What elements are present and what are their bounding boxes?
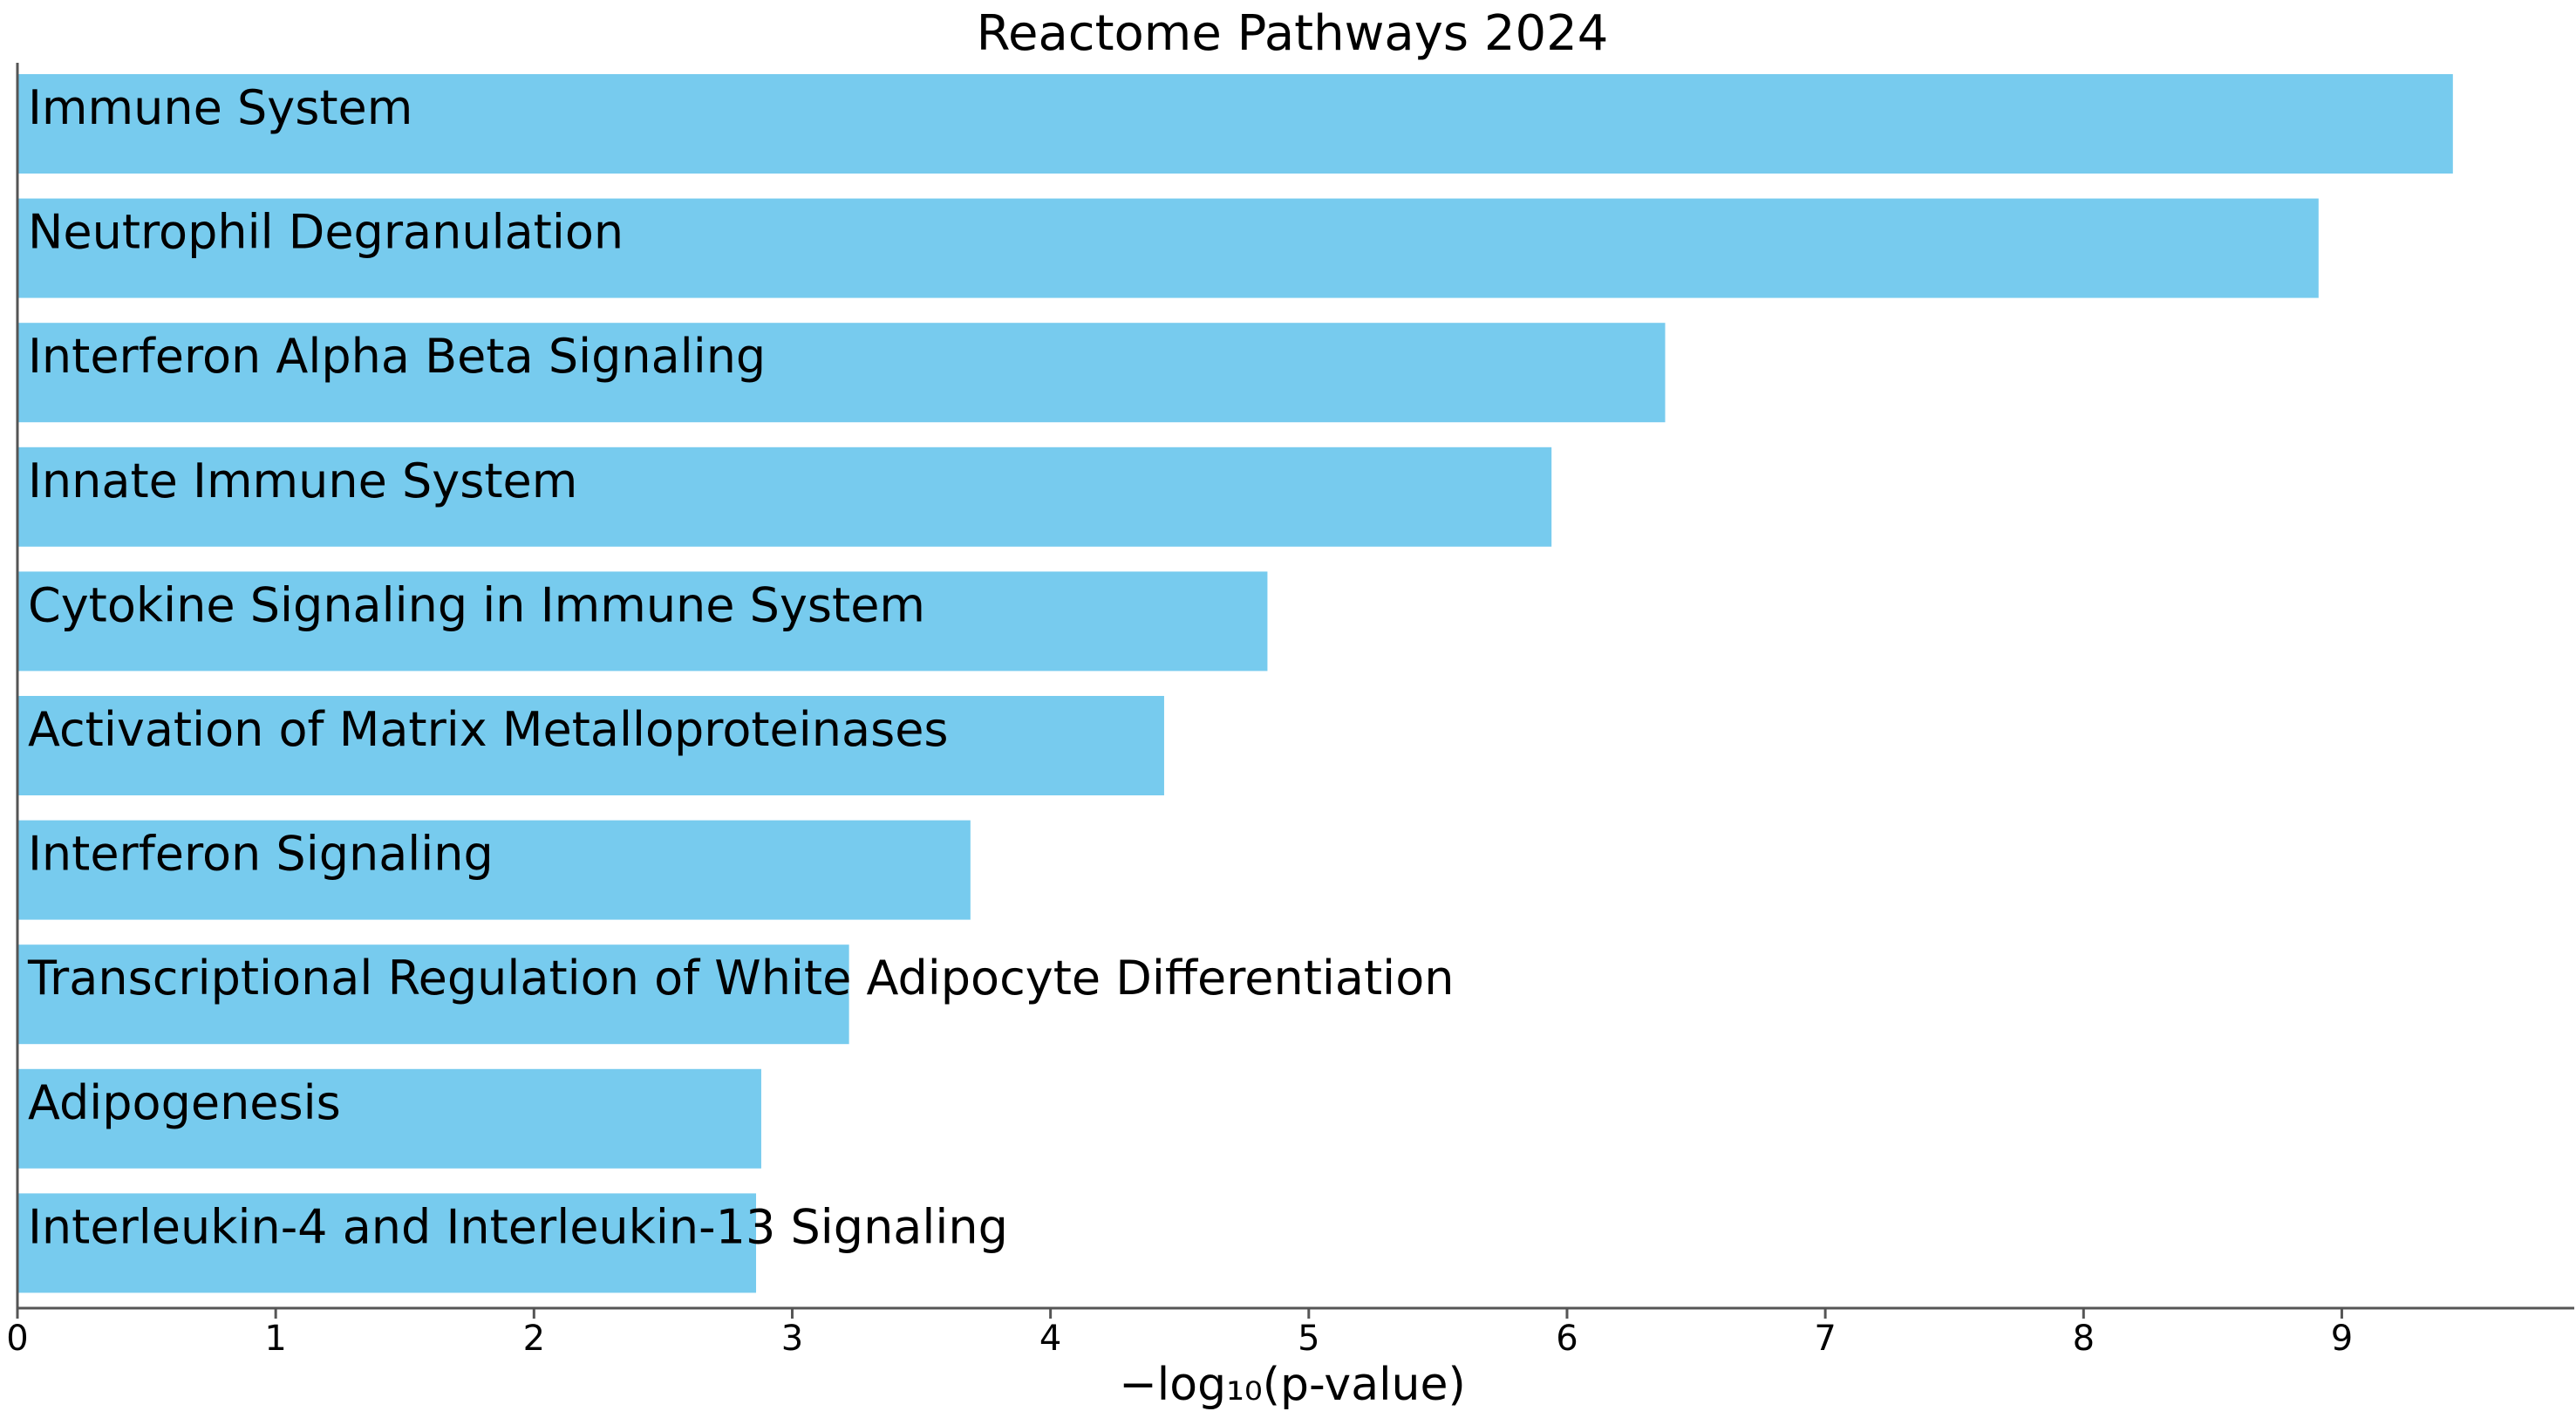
bar-label: Neutrophil Degranulation <box>28 205 624 260</box>
bar-label: Interferon Signaling <box>28 827 494 882</box>
x-tick-label: 4 <box>1039 1319 1061 1359</box>
bar <box>17 944 849 1045</box>
bar <box>17 820 971 920</box>
bar-label: Immune System <box>28 80 412 135</box>
bar-label: Cytokine Signaling in Immune System <box>28 577 925 632</box>
chart-title: Reactome Pathways 2024 <box>977 5 1609 62</box>
bar <box>17 198 2319 298</box>
x-tick-label: 3 <box>781 1319 803 1359</box>
x-tick-label: 6 <box>1556 1319 1578 1359</box>
bar <box>17 1193 757 1293</box>
bars-group <box>17 74 2453 1293</box>
bar-label: Innate Immune System <box>28 453 577 508</box>
bar <box>17 323 1666 423</box>
bar <box>17 571 1268 672</box>
x-axis-label: −log₁₀(p-value) <box>1119 1359 1466 1411</box>
x-tick-label: 0 <box>6 1319 28 1359</box>
bar-label: Interferon Alpha Beta Signaling <box>28 329 766 384</box>
x-tick-label: 2 <box>523 1319 545 1359</box>
bar-label: Interleukin-4 and Interleukin-13 Signali… <box>28 1199 1008 1254</box>
x-tick-label: 8 <box>2073 1319 2095 1359</box>
x-ticks-group: 0 1 2 3 4 5 6 7 8 9 <box>6 1308 2353 1359</box>
bar <box>17 447 1552 547</box>
x-tick-label: 7 <box>1814 1319 1836 1359</box>
x-tick-label: 1 <box>264 1319 286 1359</box>
bar <box>17 1068 761 1169</box>
x-tick-label: 9 <box>2331 1319 2353 1359</box>
bar <box>17 74 2453 174</box>
bar-label: Adipogenesis <box>28 1075 341 1130</box>
bar <box>17 696 1164 795</box>
x-tick-label: 5 <box>1298 1319 1319 1359</box>
bar-labels-group: Immune System Neutrophil Degranulation Int… <box>27 80 1454 1254</box>
bar-label: Transcriptional Regulation of White Adip… <box>27 951 1454 1006</box>
bar-label: Activation of Matrix Metalloproteinases <box>28 702 949 757</box>
